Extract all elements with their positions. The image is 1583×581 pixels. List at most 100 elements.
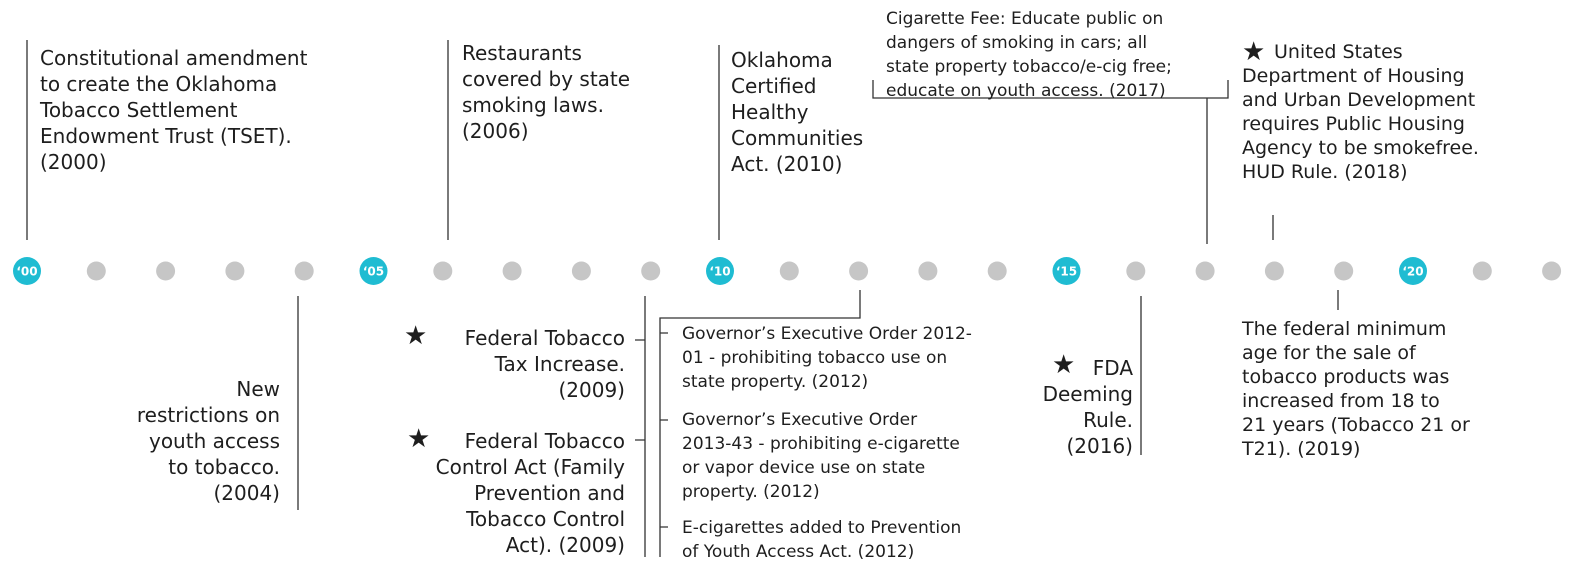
star-icon: ★ [407,424,431,454]
event-line: Federal Tobacco [464,429,625,453]
event-line: state property tobacco/e-cig free; [886,57,1172,77]
year-label: ‘00 [16,265,37,279]
event-line: youth access [148,429,280,453]
star-icon: ★ [404,321,428,351]
star-icon: ★ [1242,37,1266,67]
event-line: Restaurants [462,41,582,65]
year-dot [849,261,869,281]
event-line: HUD Rule. (2018) [1242,161,1408,183]
event-line: Act. (2010) [731,152,843,176]
year-label: ‘05 [363,265,384,279]
event-line: (2009) [558,378,625,402]
year-dot [225,261,245,281]
year-dot [641,261,661,281]
event: New restrictions on youth access to tobacco… [137,376,280,506]
year-dot [86,261,106,281]
year-marker [13,257,41,285]
year-dot [433,261,453,281]
event-line: Agency to be smokefree. [1242,137,1479,159]
event-line: age for the sale of [1242,342,1416,364]
year-dot [156,261,176,281]
event-line: Department of Housing [1242,65,1465,87]
event-line: educate on youth access. (2017) [886,81,1166,101]
year-dot [1542,261,1562,281]
event-line: Healthy [731,100,809,124]
year-dot [1264,261,1284,281]
event-line: Act). (2009) [505,533,625,557]
year-dot [1126,261,1146,281]
year-dot [1334,261,1354,281]
event: Federal Tobacco Control Act (Family Preven… [436,428,625,558]
event-line: 21 years (Tobacco 21 or [1242,414,1470,436]
event-line: to create the Oklahoma [40,72,278,96]
year-marker [706,257,734,285]
bracket [872,80,1229,244]
star-icon: ★ [1052,350,1076,380]
year-dot [918,261,938,281]
event-line: Rule. [1083,408,1133,432]
event-line: 2013-43 - prohibiting e-cigarette [682,434,960,454]
event-line: United States [1274,41,1403,63]
event: Oklahoma Certified Healthy Communities Act. … [731,47,863,177]
connectors [26,40,1339,557]
event-line: E-cigarettes added to Prevention [682,518,962,538]
year-dot [779,261,799,281]
year-dot [502,261,522,281]
event: Federal Tobacco Tax Increase. (2009) [465,325,625,403]
event-line: Constitutional amendment [40,46,308,70]
year-dot [294,261,314,281]
event-line: Endowment Trust (TSET). [40,124,292,148]
event-line: Certified [731,74,817,98]
event-line: requires Public Housing [1242,113,1465,135]
event: United States Department of Housing and Ur… [1242,40,1479,184]
event: Cigarette Fee: Educate public on dangers … [886,7,1172,103]
event-line: T21). (2019) [1242,438,1361,460]
bracket [635,296,646,557]
event-line: (2006) [462,119,529,143]
event-line: Federal Tobacco [464,326,625,350]
event-line: (2004) [213,481,280,505]
event-line: Governor’s Executive Order [682,410,918,430]
event-line: Control Act (Family [435,455,625,479]
event-line: FDA [1092,356,1133,380]
event-line: property. (2012) [682,482,820,502]
event-line: to tobacco. [168,455,280,479]
event-line: Deeming [1042,382,1133,406]
year-label: ‘15 [1056,265,1077,279]
year-dot [987,261,1007,281]
year-dot [571,261,591,281]
event: FDA Deeming Rule. (2016) [1043,355,1133,459]
event-line: New [236,377,280,401]
year-marker [359,257,388,285]
event-line: (2000) [40,150,107,174]
event-line: Communities [731,126,864,150]
event-line: Prevention and [474,481,625,505]
event-line: smoking laws. [462,93,604,117]
event-line: Governor’s Executive Order 2012- [682,324,972,344]
event: Governor’s Executive Order 2013-43 - proh… [682,408,960,504]
event: E-cigarettes added to Prevention of Youth… [682,516,961,564]
event: Restaurants covered by state smoking laws.… [462,40,630,144]
event-line: The federal minimum [1242,318,1447,340]
event-line: Tobacco Control [466,507,625,531]
year-label: ‘20 [1402,265,1423,279]
event-line: state property. (2012) [682,372,869,392]
year-dot [1472,261,1492,281]
event-line: Cigarette Fee: Educate public on [886,9,1164,29]
event-line: dangers of smoking in cars; all [886,33,1148,53]
event-line: or vapor device use on state [682,458,926,478]
event-line: tobacco products was [1242,366,1450,388]
event-line: of Youth Access Act. (2012) [682,542,915,562]
event-line: Tax Increase. [494,352,625,376]
event: Constitutional amendment to create the Ok… [40,45,307,175]
bracket [659,290,861,557]
year-dots: ‘00 ‘05 ‘10 ‘15 ‘20 [13,257,1562,285]
event: The federal minimum age for the sale of to… [1242,317,1470,461]
year-dot [1195,261,1215,281]
event-line: (2016) [1066,434,1133,458]
event-line: 01 - prohibiting tobacco use on [682,348,948,368]
event-line: Oklahoma [731,48,833,72]
event-line: restrictions on [136,403,280,427]
